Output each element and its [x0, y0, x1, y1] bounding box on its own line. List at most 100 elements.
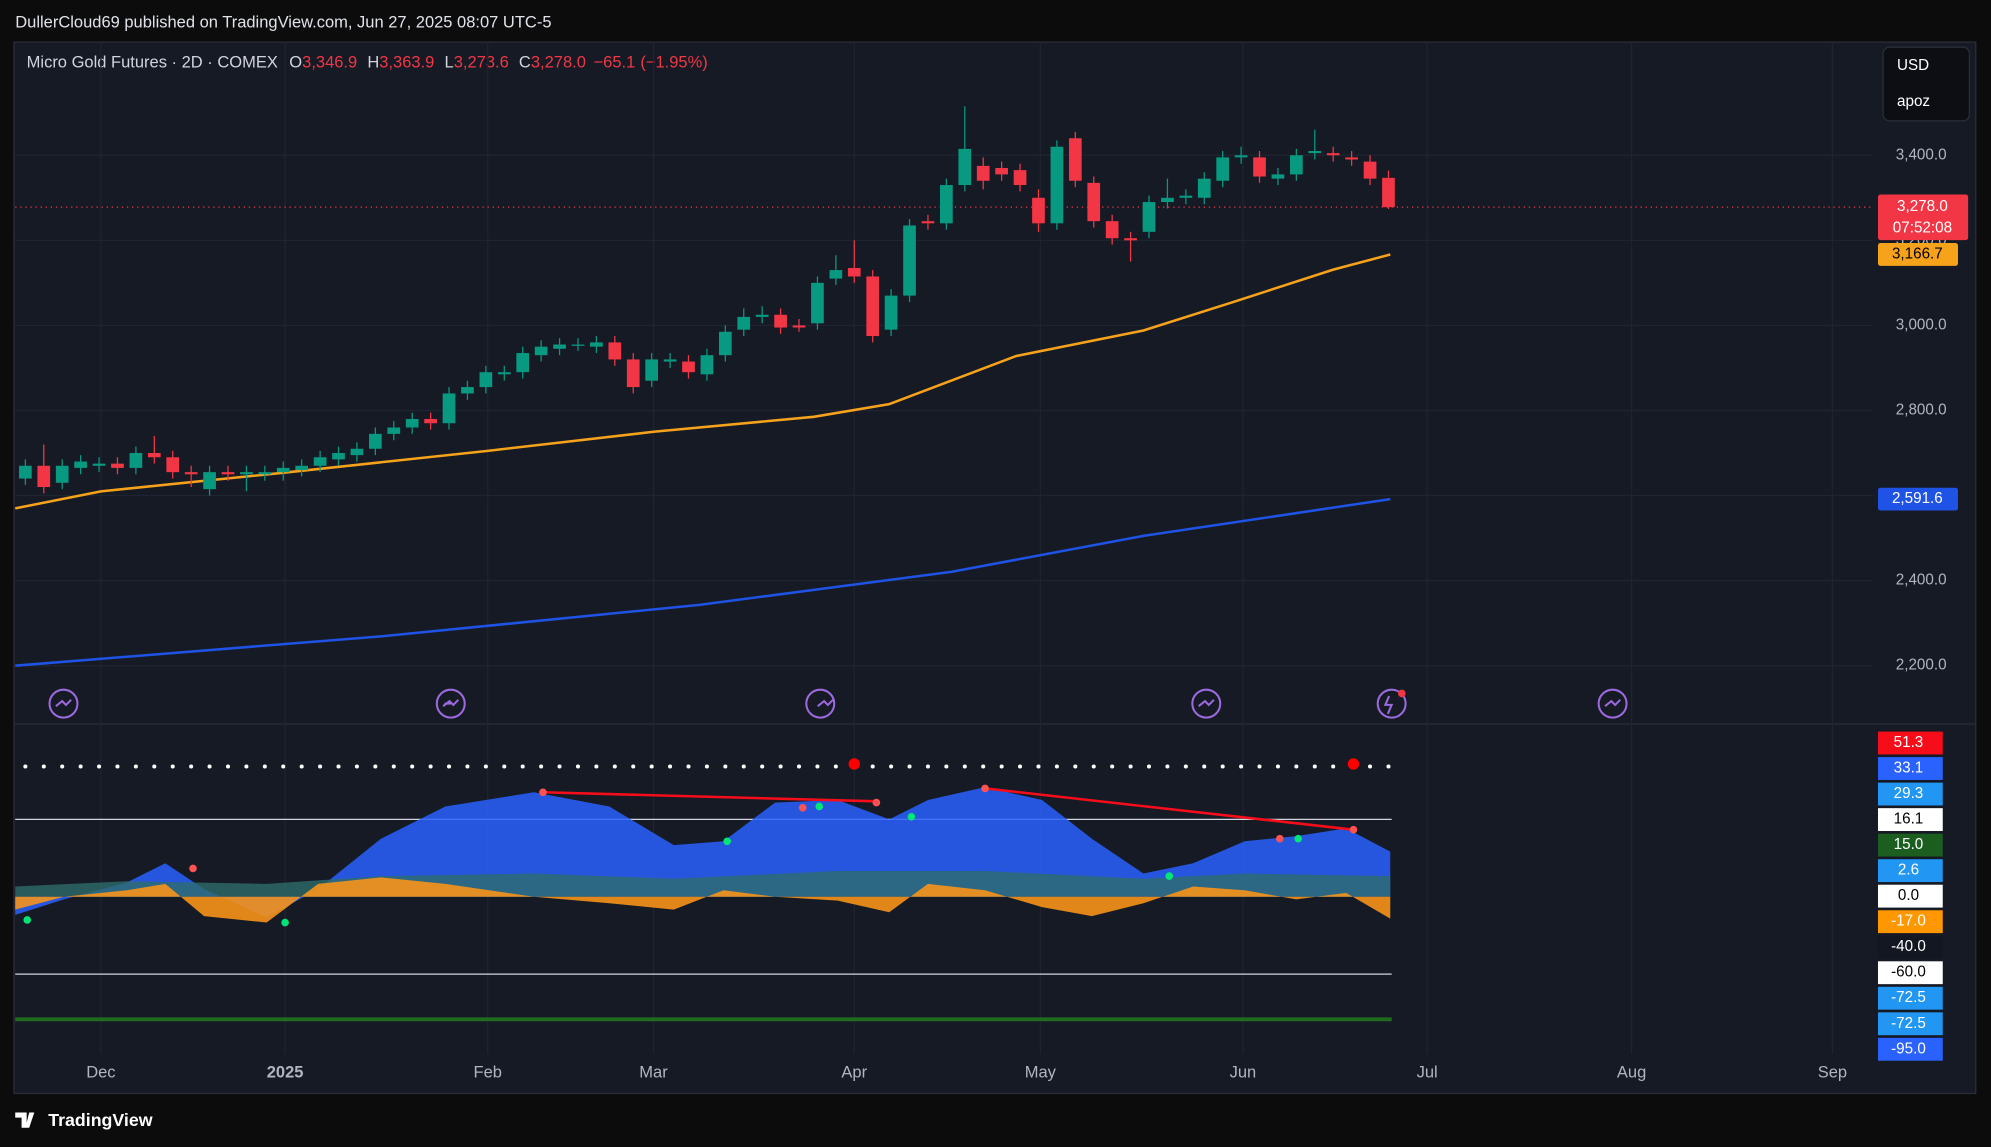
- x-tick-label: Apr: [841, 1064, 867, 1082]
- value-tag: [1877, 757, 1943, 780]
- x-tick-label: May: [1025, 1064, 1057, 1082]
- dot: [502, 764, 507, 769]
- x-tick-label: Aug: [1617, 1064, 1646, 1082]
- dot: [483, 764, 488, 769]
- candle-body: [369, 433, 382, 449]
- candle-body: [295, 465, 309, 471]
- candle-body: [240, 472, 253, 475]
- dot: [1110, 764, 1115, 769]
- pivot-down: [1349, 825, 1358, 834]
- value-tag: [1877, 808, 1943, 832]
- dot: [575, 764, 581, 769]
- dot: [391, 764, 396, 769]
- value-tag-label: 33.1: [1894, 760, 1924, 777]
- x-tick-label: Sep: [1818, 1064, 1847, 1082]
- ohlc-letter: O: [289, 54, 302, 72]
- signal-dots: [848, 758, 860, 770]
- x-tick-label: 2025: [267, 1064, 304, 1082]
- candle-body: [147, 453, 161, 458]
- dot: [833, 764, 838, 769]
- scale-name[interactable]: apoz: [1897, 93, 1930, 110]
- dot: [373, 764, 378, 769]
- pivot-up: [907, 812, 916, 821]
- dot: [723, 764, 728, 769]
- candle-body: [37, 465, 51, 488]
- dot: [1220, 764, 1225, 769]
- dot: [520, 764, 525, 769]
- value-tag: [1877, 986, 1943, 1010]
- candle-body: [166, 457, 180, 473]
- dot: [1294, 764, 1299, 769]
- candle-body: [940, 185, 953, 224]
- dot: [354, 764, 359, 769]
- candle-body: [1032, 197, 1045, 224]
- price-tag: [1877, 194, 1969, 241]
- candle-body: [55, 465, 69, 483]
- dot: [668, 764, 673, 769]
- ohlc-value: 3,278.0: [531, 54, 586, 72]
- pivot-up: [723, 837, 731, 846]
- dot: [1146, 764, 1152, 769]
- dot: [704, 764, 709, 769]
- candle-body: [571, 344, 585, 346]
- candle-body: [516, 353, 530, 373]
- ohlc-letter: L: [445, 54, 454, 72]
- y-tick-label: 3,000.0: [1896, 316, 1947, 333]
- candle-body: [1013, 170, 1027, 186]
- candle-body: [682, 361, 695, 373]
- price-tag-label: 3,278.0: [1897, 198, 1948, 215]
- candle-body: [1124, 238, 1137, 241]
- candle-body: [663, 359, 677, 362]
- candle-body: [1050, 146, 1064, 224]
- dot: [1275, 764, 1280, 769]
- value-tag-label: 0.0: [1898, 887, 1919, 904]
- dot: [115, 764, 120, 769]
- dot: [152, 764, 157, 769]
- dot: [1018, 764, 1023, 769]
- candle-body: [1253, 157, 1266, 177]
- y-tick-label: 2,200.0: [1896, 657, 1947, 674]
- dot: [207, 764, 212, 769]
- candle-body: [184, 472, 198, 475]
- dot: [981, 764, 986, 769]
- dot: [299, 764, 304, 769]
- scale-menu[interactable]: [1882, 46, 1971, 122]
- dot: [170, 764, 175, 769]
- candle-body: [387, 427, 401, 434]
- candle-body: [792, 325, 806, 328]
- dot: [796, 764, 802, 769]
- x-tick-label: Mar: [639, 1064, 668, 1082]
- dot: [41, 764, 46, 769]
- candle-body: [700, 355, 714, 375]
- candle-body: [405, 418, 419, 428]
- ohlc-value: 3,346.9: [302, 54, 357, 72]
- event-icons: [48, 688, 1628, 719]
- dot: [262, 764, 267, 769]
- currency[interactable]: USD: [1897, 57, 1929, 74]
- dot: [97, 764, 102, 769]
- candle-body: [995, 168, 1008, 175]
- ohlc-value: 3,363.9: [379, 54, 434, 72]
- dot: [594, 764, 599, 769]
- candle-body: [958, 148, 972, 186]
- value-tag-label: 16.1: [1894, 811, 1924, 828]
- dot: [78, 764, 83, 769]
- dot: [1202, 764, 1207, 769]
- candle-body: [1271, 174, 1285, 179]
- value-tag: [1877, 910, 1943, 934]
- dot: [428, 764, 433, 769]
- value-tag: [1877, 884, 1943, 908]
- value-tag-label: 51.3: [1894, 734, 1924, 751]
- candle-body: [921, 221, 935, 224]
- ma-tag-label: 3,166.7: [1892, 246, 1943, 263]
- dot: [1386, 764, 1391, 769]
- candle-body: [1179, 195, 1193, 198]
- value-tag: [1877, 935, 1943, 959]
- ohlc-value: 3,273.6: [454, 54, 509, 72]
- candle-body: [74, 461, 87, 468]
- dot: [281, 764, 286, 769]
- pivot-up: [1294, 834, 1303, 843]
- value-tag: [1877, 859, 1943, 883]
- candle-body: [534, 346, 548, 356]
- x-tick-label: Jun: [1230, 1064, 1257, 1082]
